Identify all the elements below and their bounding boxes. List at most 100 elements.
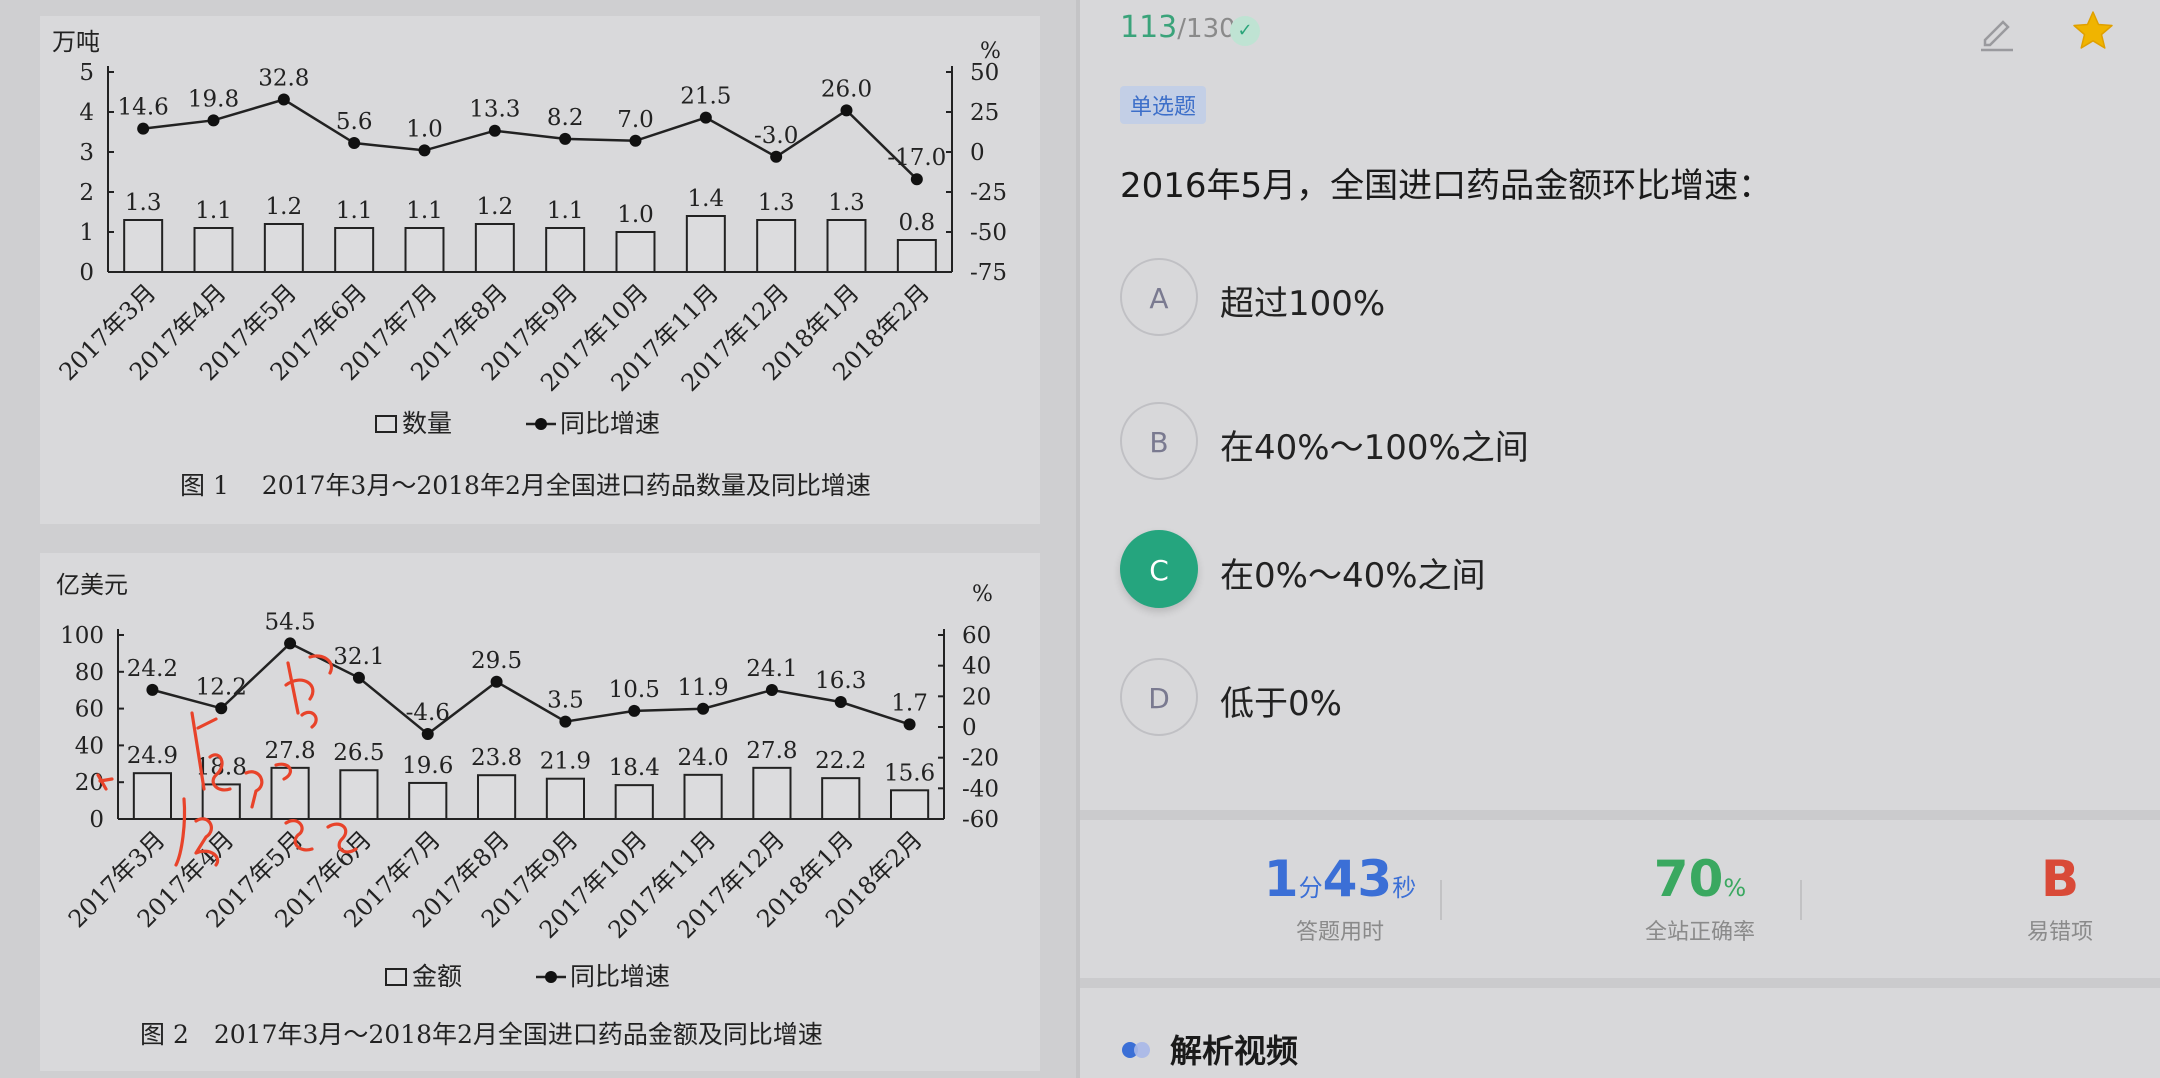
chart1-bar-label: 1.1 [406,198,443,224]
chart2-growth-label: 24.1 [746,656,797,682]
chart1-bar [545,227,586,273]
chart1-bar-label: 1.3 [125,190,162,216]
chart2-bar [545,777,586,820]
chart2-bar-label: 21.9 [540,749,591,775]
time-sec-unit: 秒 [1392,874,1417,902]
option-a-letter: A [1120,258,1198,336]
chart2-growth-label: 10.5 [609,677,660,703]
stat-accuracy: 70% 全站正确率 [1550,850,1850,946]
chart1-y-right-tick-label: -75 [970,260,1007,286]
chart2-y-right-unit: % [972,582,993,607]
option-b[interactable]: B 在40%～100%之间 [1120,402,2020,482]
question-type-tag: 单选题 [1120,86,1207,124]
chart2-legend-line-label: 同比增速 [570,962,670,991]
check-icon: ✓ [1230,16,1260,46]
time-min-unit: 分 [1298,874,1323,902]
chart1-y-left-tick-label: 1 [79,220,94,246]
chart2-bar-label: 26.5 [333,740,384,766]
chart2-growth-label: 24.2 [127,656,178,682]
chart2-growth-point [490,675,503,688]
option-c-text: 在0%～40%之间 [1220,556,1486,596]
chart1-growth-label: 1.0 [406,116,443,142]
chart1-y-right-tick-label: 0 [970,140,985,166]
video-section-title: 解析视频 [1170,1032,1299,1070]
chart1-growth-line [143,98,918,181]
chart1-growth-label: 8.2 [547,105,584,131]
chart1-growth-label: -17.0 [887,145,946,171]
chart1-growth-point [207,114,220,127]
chart2-growth-point [628,704,641,717]
chart1-bar-label: 1.1 [195,198,232,224]
favorite-star-icon[interactable] [2070,8,2116,54]
handwriting-scribble [284,661,315,715]
edit-icon[interactable] [1975,10,2017,52]
option-d[interactable]: D 低于0% [1120,658,2020,738]
chart2-y-right-tick-label: -40 [962,776,999,802]
chart1-legend-line-label: 同比增速 [560,409,660,438]
handwriting-scribble [190,711,218,791]
option-c[interactable]: C 在0%～40%之间 [1120,530,2020,610]
chart2-growth-line [152,641,910,736]
chart1-legend-line-marker [535,418,547,430]
option-b-text: 在40%～100%之间 [1220,428,1529,468]
chart2-y-right-tick-label: 20 [962,684,991,710]
chart2-growth-point [834,696,847,709]
chart2-y-right-tick-label: -20 [962,746,999,772]
chart2-growth-point [284,637,297,650]
handwriting-scribble [326,822,358,854]
chart1-growth-label: -3.0 [754,123,798,149]
left-pane: 万吨% 0 1 2 3 4 5 -75 -50 -25 0 25 50 1.3 1.1 1.2 1.1 1.1 1.… [0,0,1076,1078]
chart2-bar-label: 22.2 [815,748,866,774]
chart1-bar-label: 1.3 [758,190,795,216]
chart2-bar-label: 27.8 [746,738,797,764]
chart1-y-right-tick-label: 25 [970,100,999,126]
chart2-y-left-tick-label: 20 [75,770,104,796]
chart1-growth-point [348,137,361,150]
stat-time: 1分43秒 答题用时 [1190,850,1490,946]
chart1-y-left-tick-label: 2 [79,180,94,206]
question-pane: 113/130 ✓ 单选题 2016年5月，全国进口药品金额环比增速： A 超过… [1080,0,2160,1078]
chart-2-card: 亿美元% 0 20 40 60 80 100 -60 -40 -20 0 20 40 60 24.9 18.8… [40,553,1040,1071]
chart2-bar [752,766,792,821]
chart1-growth-point [277,93,290,106]
chart2-y-right-tick-label: 40 [962,654,991,680]
common-wrong-label: 易错项 [2026,920,2093,945]
chart1-bar-label: 1.3 [828,190,865,216]
chart2-y-right-tick-label: 0 [962,715,977,741]
handwriting-scribble [308,654,333,675]
chart2-bar-label: 19.6 [402,753,453,779]
time-label: 答题用时 [1295,920,1384,945]
chart1-growth-point [770,150,783,163]
chart2-bar [889,789,930,821]
chart2-growth-label: 16.3 [815,668,866,694]
chart1-growth-point [418,144,431,157]
chart2-bar [614,784,654,820]
chart1-y-left-tick-label: 5 [79,60,94,86]
video-section-icon [1122,1042,1150,1058]
chart1-bar-label: 1.2 [477,194,514,220]
option-a[interactable]: A 超过100% [1120,258,2020,338]
chart-1: 万吨 % 0 1 2 3 4 5 -75 -50 -25 0 25 50 1.3 1.1 1.2 1.1 1.1 1.… [52,28,1007,500]
chart1-bar-label: 1.2 [266,194,303,220]
question-progress: 113/130 [1120,10,1236,45]
time-min: 1 [1263,850,1299,908]
chart2-growth-point [903,718,916,731]
option-d-text: 低于0% [1220,684,1342,724]
option-d-letter: D [1120,658,1198,736]
accuracy-value: 70 [1653,850,1724,908]
chart2-growth-label: 54.5 [264,609,315,635]
chart2-bar-label: 24.0 [677,745,728,771]
chart1-legend-bar-label: 数量 [402,409,452,438]
pane-divider[interactable] [1076,0,1080,1078]
chart1-y-left-tick-label: 0 [79,260,94,286]
stat-divider [1800,880,1802,920]
chart1-growth-label: 5.6 [336,109,373,135]
chart1-growth-point [559,132,572,145]
chart2-growth-point [352,671,365,684]
handwriting-scribble [174,797,187,867]
chart2-growth-label: -4.6 [406,700,450,726]
chart1-y-right-tick-label: 50 [970,60,999,86]
chart2-y-right-tick-label: 60 [962,623,991,649]
chart2-bar [270,766,310,821]
